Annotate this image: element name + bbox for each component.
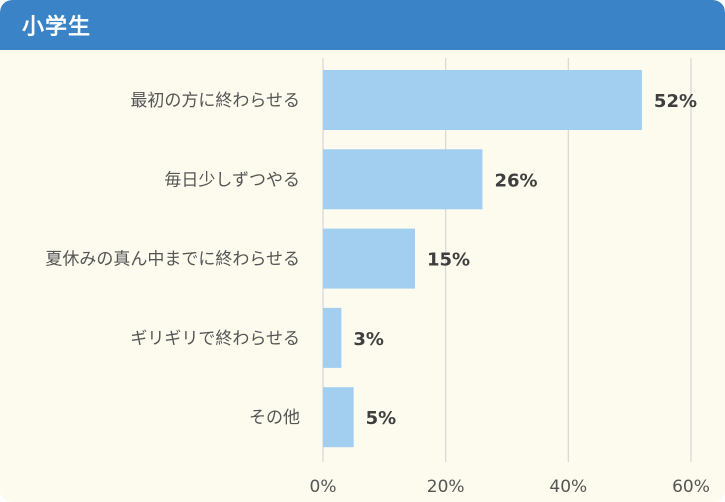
bar (323, 228, 415, 289)
bar (323, 70, 642, 130)
value-label: 26% (494, 170, 537, 191)
bar (323, 149, 483, 210)
bar (323, 387, 354, 448)
value-label: 5% (366, 408, 397, 429)
value-label: 52% (654, 91, 697, 112)
x-tick-label: 60% (672, 477, 710, 497)
category-label: ギリギリで終わらせる (130, 329, 300, 349)
category-label: 夏休みの真ん中までに終わらせる (45, 250, 300, 270)
category-label: 最初の方に終わらせる (130, 91, 300, 111)
x-tick-label: 40% (549, 477, 587, 497)
category-label: 毎日少しずつやる (164, 170, 300, 190)
chart-header: 小学生 (0, 0, 725, 50)
value-label: 3% (353, 329, 384, 350)
value-label: 15% (427, 250, 470, 271)
bar (323, 307, 342, 368)
category-label: その他 (249, 408, 300, 428)
x-tick-label: 20% (427, 477, 465, 497)
chart-header-title: 小学生 (22, 15, 92, 40)
x-tick-label: 0% (310, 477, 337, 497)
